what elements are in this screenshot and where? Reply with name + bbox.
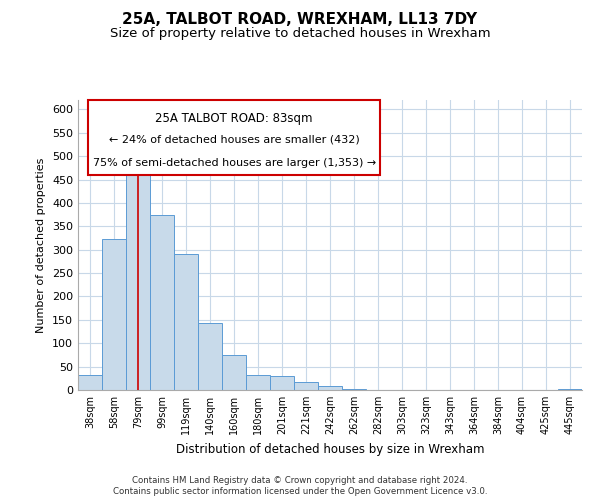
Bar — [246, 375, 270, 390]
Bar — [150, 214, 174, 390]
Text: 25A TALBOT ROAD: 83sqm: 25A TALBOT ROAD: 83sqm — [155, 112, 313, 124]
X-axis label: Distribution of detached houses by size in Wrexham: Distribution of detached houses by size … — [176, 442, 484, 456]
Bar — [318, 386, 342, 390]
Text: 75% of semi-detached houses are larger (1,353) →: 75% of semi-detached houses are larger (… — [92, 158, 376, 168]
Bar — [342, 388, 366, 390]
Bar — [222, 355, 246, 390]
Text: ← 24% of detached houses are smaller (432): ← 24% of detached houses are smaller (43… — [109, 135, 359, 145]
Text: Size of property relative to detached houses in Wrexham: Size of property relative to detached ho… — [110, 28, 490, 40]
Text: 25A, TALBOT ROAD, WREXHAM, LL13 7DY: 25A, TALBOT ROAD, WREXHAM, LL13 7DY — [122, 12, 478, 28]
Y-axis label: Number of detached properties: Number of detached properties — [37, 158, 46, 332]
Text: Contains HM Land Registry data © Crown copyright and database right 2024.: Contains HM Land Registry data © Crown c… — [132, 476, 468, 485]
Bar — [78, 375, 102, 390]
Bar — [270, 376, 294, 390]
Bar — [174, 254, 198, 390]
Bar — [294, 382, 318, 390]
Bar — [198, 323, 222, 390]
FancyBboxPatch shape — [88, 100, 380, 176]
Bar — [126, 164, 150, 390]
Bar — [558, 389, 582, 390]
Text: Contains public sector information licensed under the Open Government Licence v3: Contains public sector information licen… — [113, 487, 487, 496]
Bar — [102, 240, 126, 390]
